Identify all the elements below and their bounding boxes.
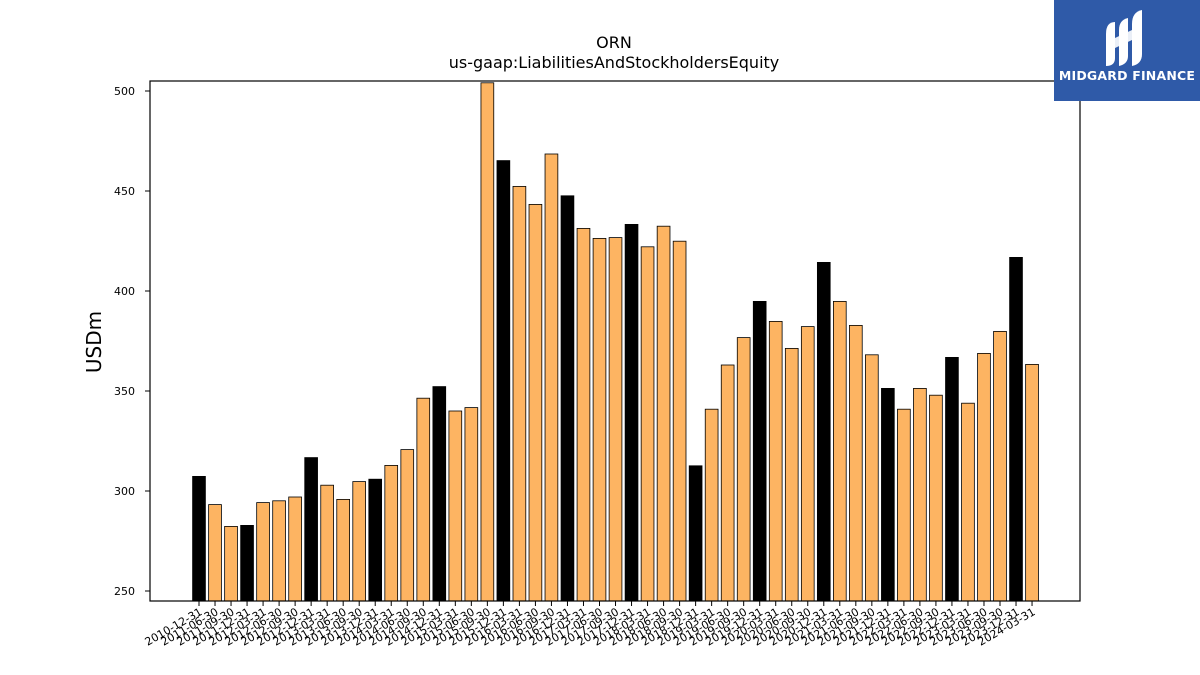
bar-2017-12-31 xyxy=(624,223,639,602)
bar-2013-12-31 xyxy=(368,478,383,602)
bar-2022-09-30 xyxy=(929,394,943,602)
y-axis-ticks: 250 300 350 400 450 500 xyxy=(114,85,150,598)
bar-2010-12-31 xyxy=(192,475,206,602)
chart-title: ORN xyxy=(596,33,632,52)
bar-2016-09-30 xyxy=(544,153,559,602)
bar-2011-12-31 xyxy=(240,525,254,602)
bar-2017-06-30 xyxy=(592,237,607,602)
bar-2018-06-30 xyxy=(656,225,671,602)
bar-2013-06-30 xyxy=(336,498,350,602)
bar-2016-03-31 xyxy=(512,185,527,602)
bar-2012-09-30 xyxy=(288,496,302,602)
bar-2022-12-31 xyxy=(945,356,959,602)
bar-2024-03-31 xyxy=(1025,363,1039,602)
brand-name: MIDGARD FINANCE xyxy=(1058,68,1196,83)
y-tick-label: 400 xyxy=(114,285,135,298)
brand-logo: MIDGARD FINANCE xyxy=(1054,0,1200,101)
y-tick-label: 500 xyxy=(114,85,135,98)
bar-2021-06-30 xyxy=(849,324,863,602)
bar-2019-12-31 xyxy=(752,300,767,602)
bar-2013-09-30 xyxy=(352,481,366,602)
bar-series xyxy=(192,82,1039,602)
bar-2023-03-31 xyxy=(961,402,975,602)
bar-2014-12-31 xyxy=(432,386,447,602)
y-tick-label: 300 xyxy=(114,485,135,498)
midgard-logo-icon xyxy=(1106,10,1142,66)
bar-2012-06-30 xyxy=(272,500,286,602)
plot-frame xyxy=(149,80,1081,602)
bar-2022-06-30 xyxy=(913,387,927,602)
y-tick-label: 450 xyxy=(114,185,135,198)
bar-2021-09-30 xyxy=(865,354,879,602)
bar-2013-03-31 xyxy=(320,484,334,602)
bar-2011-06-30 xyxy=(208,504,222,602)
bar-2018-09-30 xyxy=(672,240,687,602)
bar-2014-09-30 xyxy=(416,397,431,602)
bar-2015-03-31 xyxy=(448,410,463,602)
bar-2020-06-30 xyxy=(784,347,799,602)
bar-2012-12-31 xyxy=(304,457,318,602)
bar-2022-03-31 xyxy=(897,408,911,602)
bar-2019-06-30 xyxy=(720,364,735,602)
bar-2011-09-30 xyxy=(224,526,238,602)
bar-2017-09-30 xyxy=(608,237,623,602)
y-tick-label: 250 xyxy=(114,585,135,598)
bar-2018-12-31 xyxy=(688,465,703,602)
bar-2016-12-31 xyxy=(560,195,575,602)
bar-2019-03-31 xyxy=(704,408,719,602)
x-axis-ticks: 2010-12-312011-06-302011-09-302011-12-31… xyxy=(143,601,1038,649)
bar-2023-09-30 xyxy=(993,330,1007,602)
bar-2017-03-31 xyxy=(576,227,591,602)
bar-2014-06-30 xyxy=(400,449,415,602)
bar-2016-06-30 xyxy=(528,203,543,602)
bar-2023-06-30 xyxy=(977,352,991,602)
bar-2015-06-30 xyxy=(464,407,479,602)
bar-2023-12-31 xyxy=(1009,256,1023,602)
y-tick-label: 350 xyxy=(114,385,135,398)
chart-subtitle: us-gaap:LiabilitiesAndStockholdersEquity xyxy=(449,53,780,72)
bar-2020-03-31 xyxy=(768,320,783,602)
bar-2014-03-31 xyxy=(384,464,399,602)
bar-2021-03-31 xyxy=(833,300,847,602)
bar-2012-03-31 xyxy=(256,502,270,602)
bar-2015-09-30 xyxy=(480,82,495,602)
y-axis-label: USDm xyxy=(82,311,106,373)
bar-2019-09-30 xyxy=(736,337,751,602)
bar-2018-03-31 xyxy=(640,246,655,602)
bar-2020-12-31 xyxy=(816,261,831,602)
bar-2021-12-31 xyxy=(881,387,895,602)
bar-2020-09-30 xyxy=(800,326,815,602)
bar-2015-12-31 xyxy=(496,160,511,602)
